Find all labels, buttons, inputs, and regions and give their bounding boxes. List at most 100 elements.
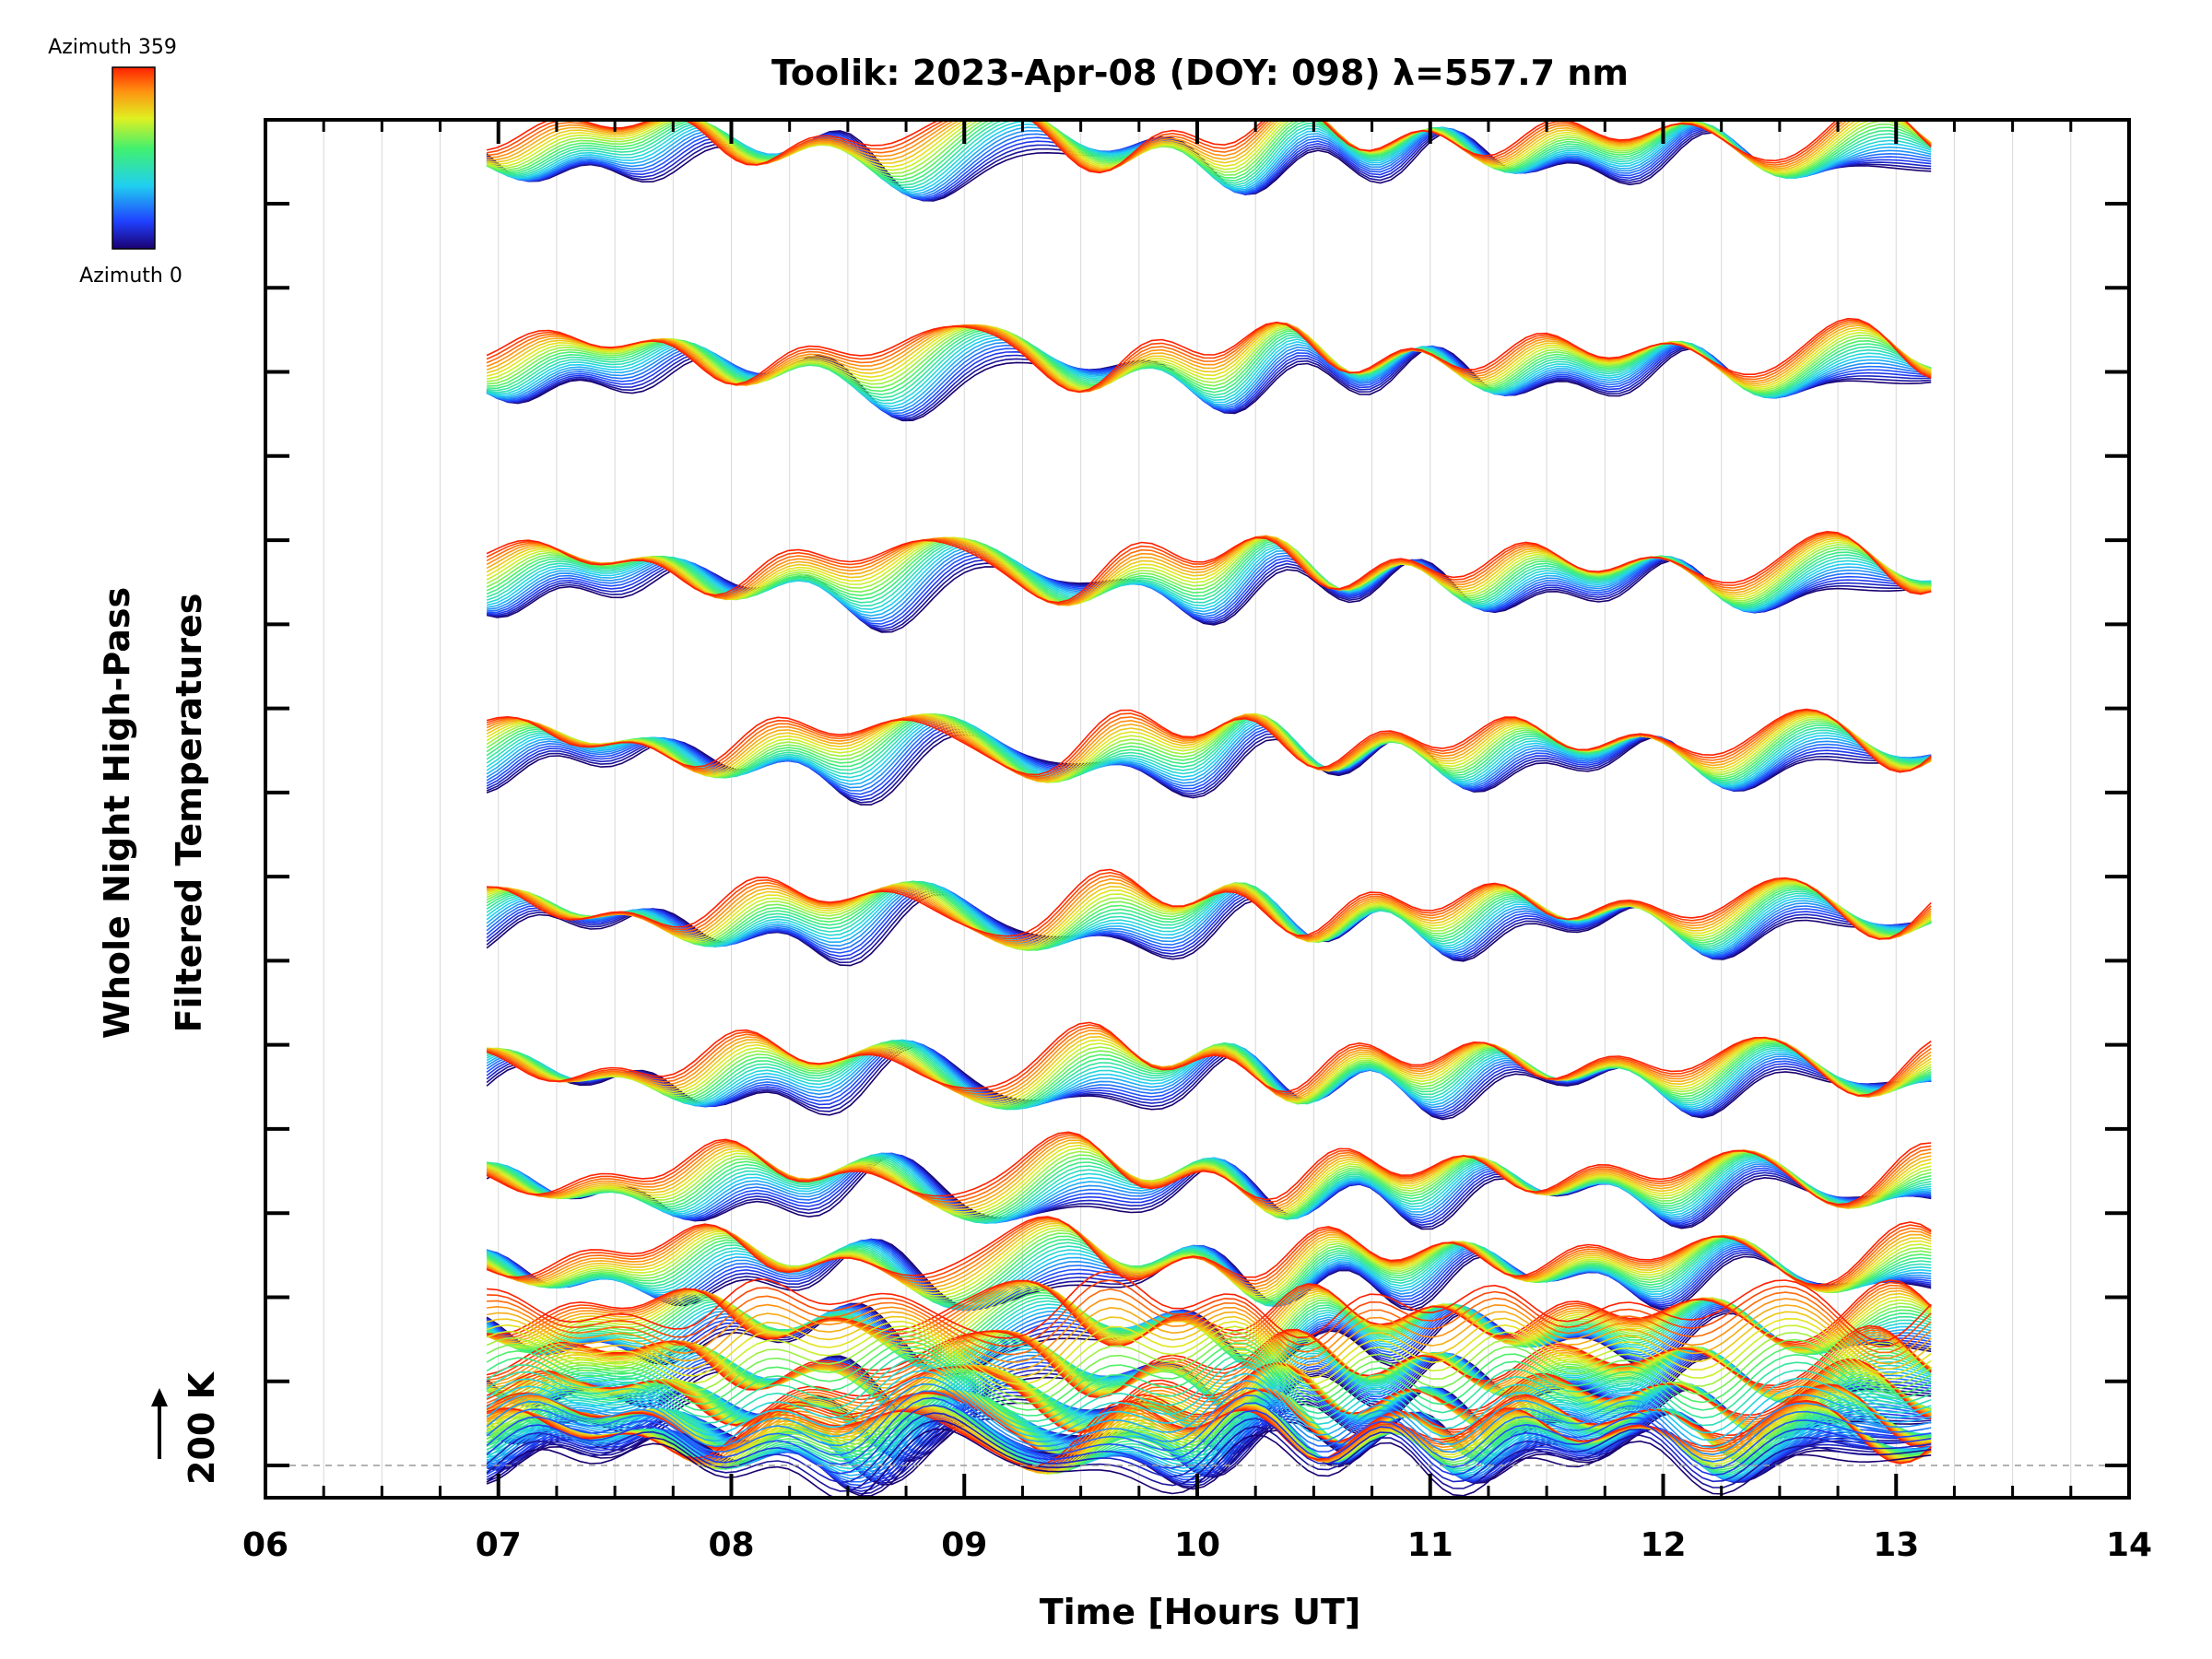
temperature-series-line bbox=[487, 868, 1932, 940]
temperature-series-line bbox=[486, 1346, 1932, 1417]
x-tick-label: 13 bbox=[1873, 1526, 1919, 1564]
x-tick-label: 14 bbox=[2106, 1526, 2152, 1564]
temperature-series-line bbox=[486, 1151, 1932, 1218]
x-tick-label: 09 bbox=[941, 1526, 987, 1564]
x-tick-label: 06 bbox=[242, 1526, 288, 1564]
temperature-series-line bbox=[486, 1340, 1932, 1411]
temperature-series-line bbox=[486, 1390, 1932, 1463]
temperature-series-line bbox=[486, 1376, 1932, 1449]
x-tick-label: 10 bbox=[1174, 1526, 1220, 1564]
temperature-series-line bbox=[486, 1237, 1932, 1307]
temperature-series-line bbox=[486, 125, 1932, 200]
temperature-series-line bbox=[486, 532, 1932, 605]
y-axis-label-line2: Filtered Temperatures bbox=[169, 594, 209, 1033]
temperature-series-line bbox=[486, 1216, 1932, 1287]
temperature-series-line bbox=[486, 1141, 1932, 1213]
temperature-series-line bbox=[486, 124, 1932, 197]
temperature-series-line bbox=[486, 1311, 1932, 1379]
temperature-series-line bbox=[486, 1240, 1932, 1312]
temperature-series-line bbox=[486, 1370, 1932, 1441]
temperature-series-line bbox=[486, 881, 1932, 951]
temperature-series-line bbox=[486, 1396, 1932, 1470]
temperature-series-line bbox=[486, 120, 1932, 174]
temperature-series-line bbox=[487, 1270, 1932, 1343]
temperature-series-line bbox=[487, 1039, 1932, 1106]
temperature-series-line bbox=[487, 1297, 1932, 1363]
temperature-series-line bbox=[486, 1404, 1932, 1475]
temperature-series-line bbox=[486, 1153, 1932, 1222]
temperature-series-line bbox=[487, 871, 1932, 940]
temperature-series-line bbox=[486, 1304, 1932, 1371]
temperature-series-line bbox=[486, 1302, 1932, 1376]
temperature-series-line bbox=[486, 1150, 1932, 1218]
temperature-series-line bbox=[486, 713, 1932, 783]
colorbar-gradient bbox=[112, 66, 156, 250]
temperature-series-line bbox=[486, 1363, 1932, 1434]
temperature-series-line bbox=[486, 1032, 1932, 1100]
temperature-series-line bbox=[486, 708, 1932, 776]
temperature-series-line bbox=[487, 1279, 1932, 1348]
chart-title: Toolik: 2023-Apr-08 (DOY: 098) λ=557.7 n… bbox=[771, 53, 1629, 93]
x-axis-label: Time [Hours UT] bbox=[1040, 1592, 1361, 1632]
temperature-series-line bbox=[486, 1139, 1932, 1210]
temperature-series-line bbox=[486, 1330, 1932, 1399]
temperature-series-line bbox=[486, 1144, 1932, 1215]
axis-ticks: 06 07 08 09 10 11 12 13 14 bbox=[242, 120, 2152, 1564]
series-layer bbox=[486, 120, 1932, 1498]
temperature-series-line bbox=[486, 1317, 1932, 1385]
temperature-series-line bbox=[486, 1021, 1932, 1097]
temperature-series-line bbox=[486, 1236, 1932, 1305]
y-axis-label-line1: Whole Night High-Pass bbox=[97, 587, 137, 1039]
temperature-series-line bbox=[487, 1288, 1932, 1356]
temperature-series-line bbox=[486, 1026, 1932, 1098]
temperature-series-line bbox=[486, 880, 1932, 951]
temperature-series-line bbox=[486, 1041, 1932, 1115]
x-tick-label: 07 bbox=[476, 1526, 522, 1564]
temperature-series-line bbox=[486, 1147, 1932, 1216]
scale-indicator: 200 K bbox=[151, 1371, 222, 1485]
y-axis-label: Whole Night High-Pass Filtered Temperatu… bbox=[97, 587, 209, 1039]
x-tick-label: 08 bbox=[708, 1526, 754, 1564]
temperature-series-line bbox=[486, 1240, 1932, 1310]
temperature-series-line bbox=[486, 1382, 1932, 1456]
temperature-series-line bbox=[486, 712, 1932, 783]
temperature-series-line bbox=[486, 1428, 1932, 1498]
temperature-series-line bbox=[486, 317, 1932, 393]
temperature-series-line bbox=[486, 711, 1932, 781]
temperature-series-line bbox=[486, 1030, 1932, 1099]
temperature-series-line bbox=[486, 1358, 1932, 1428]
temperature-series-line bbox=[486, 1419, 1932, 1492]
temperature-series-line bbox=[486, 530, 1932, 604]
temperature-series-line bbox=[486, 1399, 1932, 1467]
temperature-series-line bbox=[486, 1155, 1932, 1223]
temperature-series-line bbox=[486, 880, 1932, 951]
temperature-series-line bbox=[486, 1024, 1932, 1097]
temperature-series-line bbox=[487, 1038, 1932, 1104]
temperature-series-line bbox=[486, 1241, 1932, 1311]
temperature-series-line bbox=[486, 1131, 1932, 1206]
x-tick-label: 11 bbox=[1407, 1526, 1453, 1564]
colorbar-bottom-label: Azimuth 0 bbox=[79, 265, 182, 288]
temperature-series-line bbox=[486, 712, 1932, 782]
colorbar: Azimuth 359 Azimuth 0 bbox=[48, 36, 182, 288]
temperature-series-line bbox=[486, 1238, 1932, 1309]
temperature-series-line bbox=[486, 713, 1932, 782]
temperature-series-line bbox=[486, 1404, 1932, 1477]
scale-arrow-head bbox=[151, 1388, 168, 1406]
temperature-series-line bbox=[486, 1324, 1932, 1399]
temperature-series-line bbox=[486, 1351, 1932, 1422]
temperature-series-line bbox=[486, 1041, 1932, 1114]
temperature-series-line bbox=[486, 1241, 1932, 1310]
temperature-series-line bbox=[487, 1279, 1932, 1347]
temperature-series-line bbox=[486, 1335, 1932, 1406]
temperature-series-line bbox=[486, 120, 1932, 173]
temperature-series-line bbox=[486, 1240, 1932, 1312]
temperature-series-line bbox=[486, 1035, 1932, 1102]
colorbar-top-label: Azimuth 359 bbox=[48, 36, 177, 59]
x-tick-label: 12 bbox=[1640, 1526, 1686, 1564]
temperature-series-line bbox=[486, 1412, 1932, 1484]
temperature-series-line bbox=[486, 1324, 1932, 1392]
temperature-series-line bbox=[487, 1155, 1932, 1223]
temperature-series-line bbox=[486, 1152, 1932, 1220]
